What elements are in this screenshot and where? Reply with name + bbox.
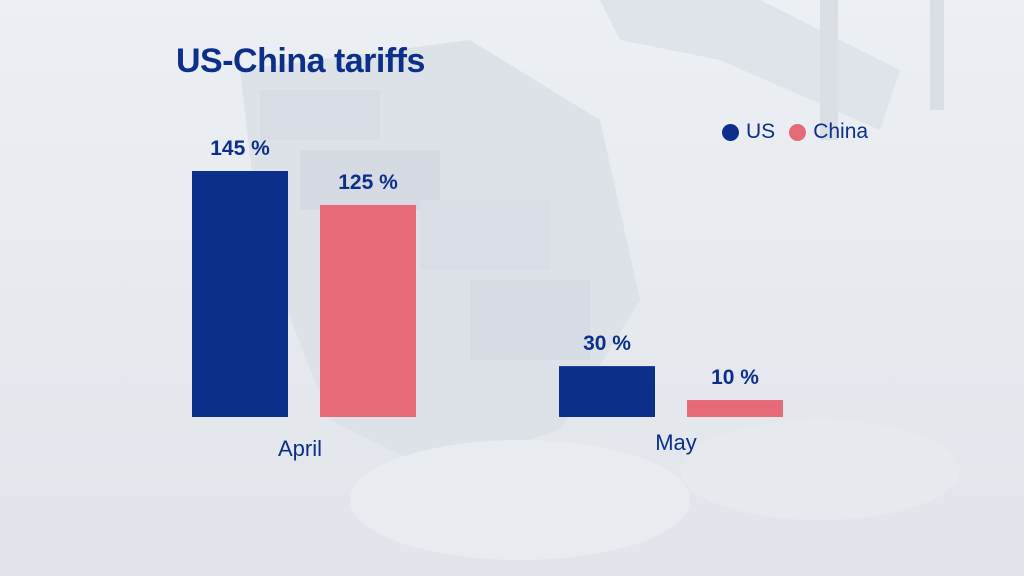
data-label-us-may: 30 % [583,332,631,355]
bar-us-may [559,366,655,417]
legend-label-us: US [746,120,776,143]
chart-legend: US China [722,120,868,144]
data-label-china-april: 125 % [338,171,398,194]
category-label-april: April [278,436,322,461]
bar-us-april [192,171,288,417]
legend-swatch-us [722,123,739,141]
legend-swatch-china [789,123,807,141]
chart-title: US-China tariffs [176,42,425,80]
bar-china-may [687,400,783,417]
legend-item-china: China [789,120,868,144]
bar-china-april [320,204,416,417]
category-label-may: May [655,430,697,455]
data-label-china-may: 10 % [711,366,759,389]
legend-item-us: US [722,120,775,144]
legend-label-china: China [813,120,869,143]
data-label-us-april: 145 % [210,137,270,160]
